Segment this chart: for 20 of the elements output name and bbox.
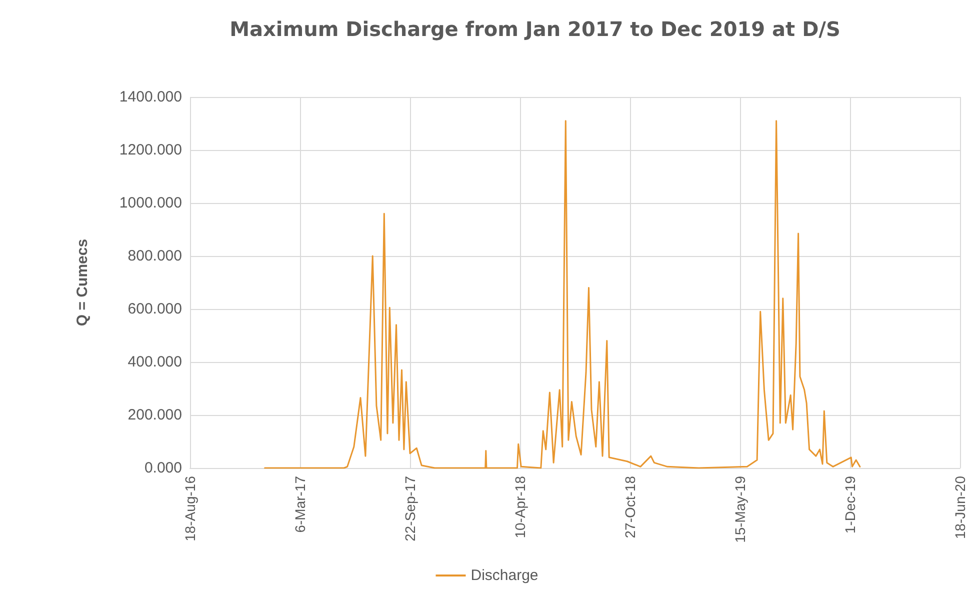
y-tick-label: 1400.000	[119, 88, 182, 106]
x-tick-label: 18-Aug-16	[182, 476, 198, 542]
y-tick-label: 400.000	[128, 354, 182, 370]
x-tick-label: 1-Dec-19	[842, 476, 858, 534]
line-series	[264, 120, 861, 469]
x-tick-label: 10-Apr-18	[512, 476, 528, 538]
x-tick-label: 22-Sep-17	[402, 476, 418, 542]
x-tick-label: 18-Jun-20	[952, 476, 968, 540]
y-tick-label: 1200.000	[119, 142, 182, 158]
y-tick-label: 1000.000	[119, 194, 182, 212]
y-tick-label: 200.000	[128, 406, 182, 424]
x-tick-label: 27-Oct-18	[622, 476, 638, 538]
y-tick-label: 0.000	[144, 460, 182, 476]
x-tick-label: 6-Mar-17	[292, 476, 308, 533]
x-tick-label: 15-May-19	[732, 476, 748, 543]
chart-title: Maximum Discharge from Jan 2017 to Dec 2019 at D/S	[230, 17, 840, 41]
y-tick-label: 800.000	[128, 248, 182, 264]
y-tick-label: 600.000	[128, 300, 182, 318]
legend-label: Discharge	[470, 567, 538, 584]
y-axis-title: Q = Cumecs	[74, 238, 91, 326]
